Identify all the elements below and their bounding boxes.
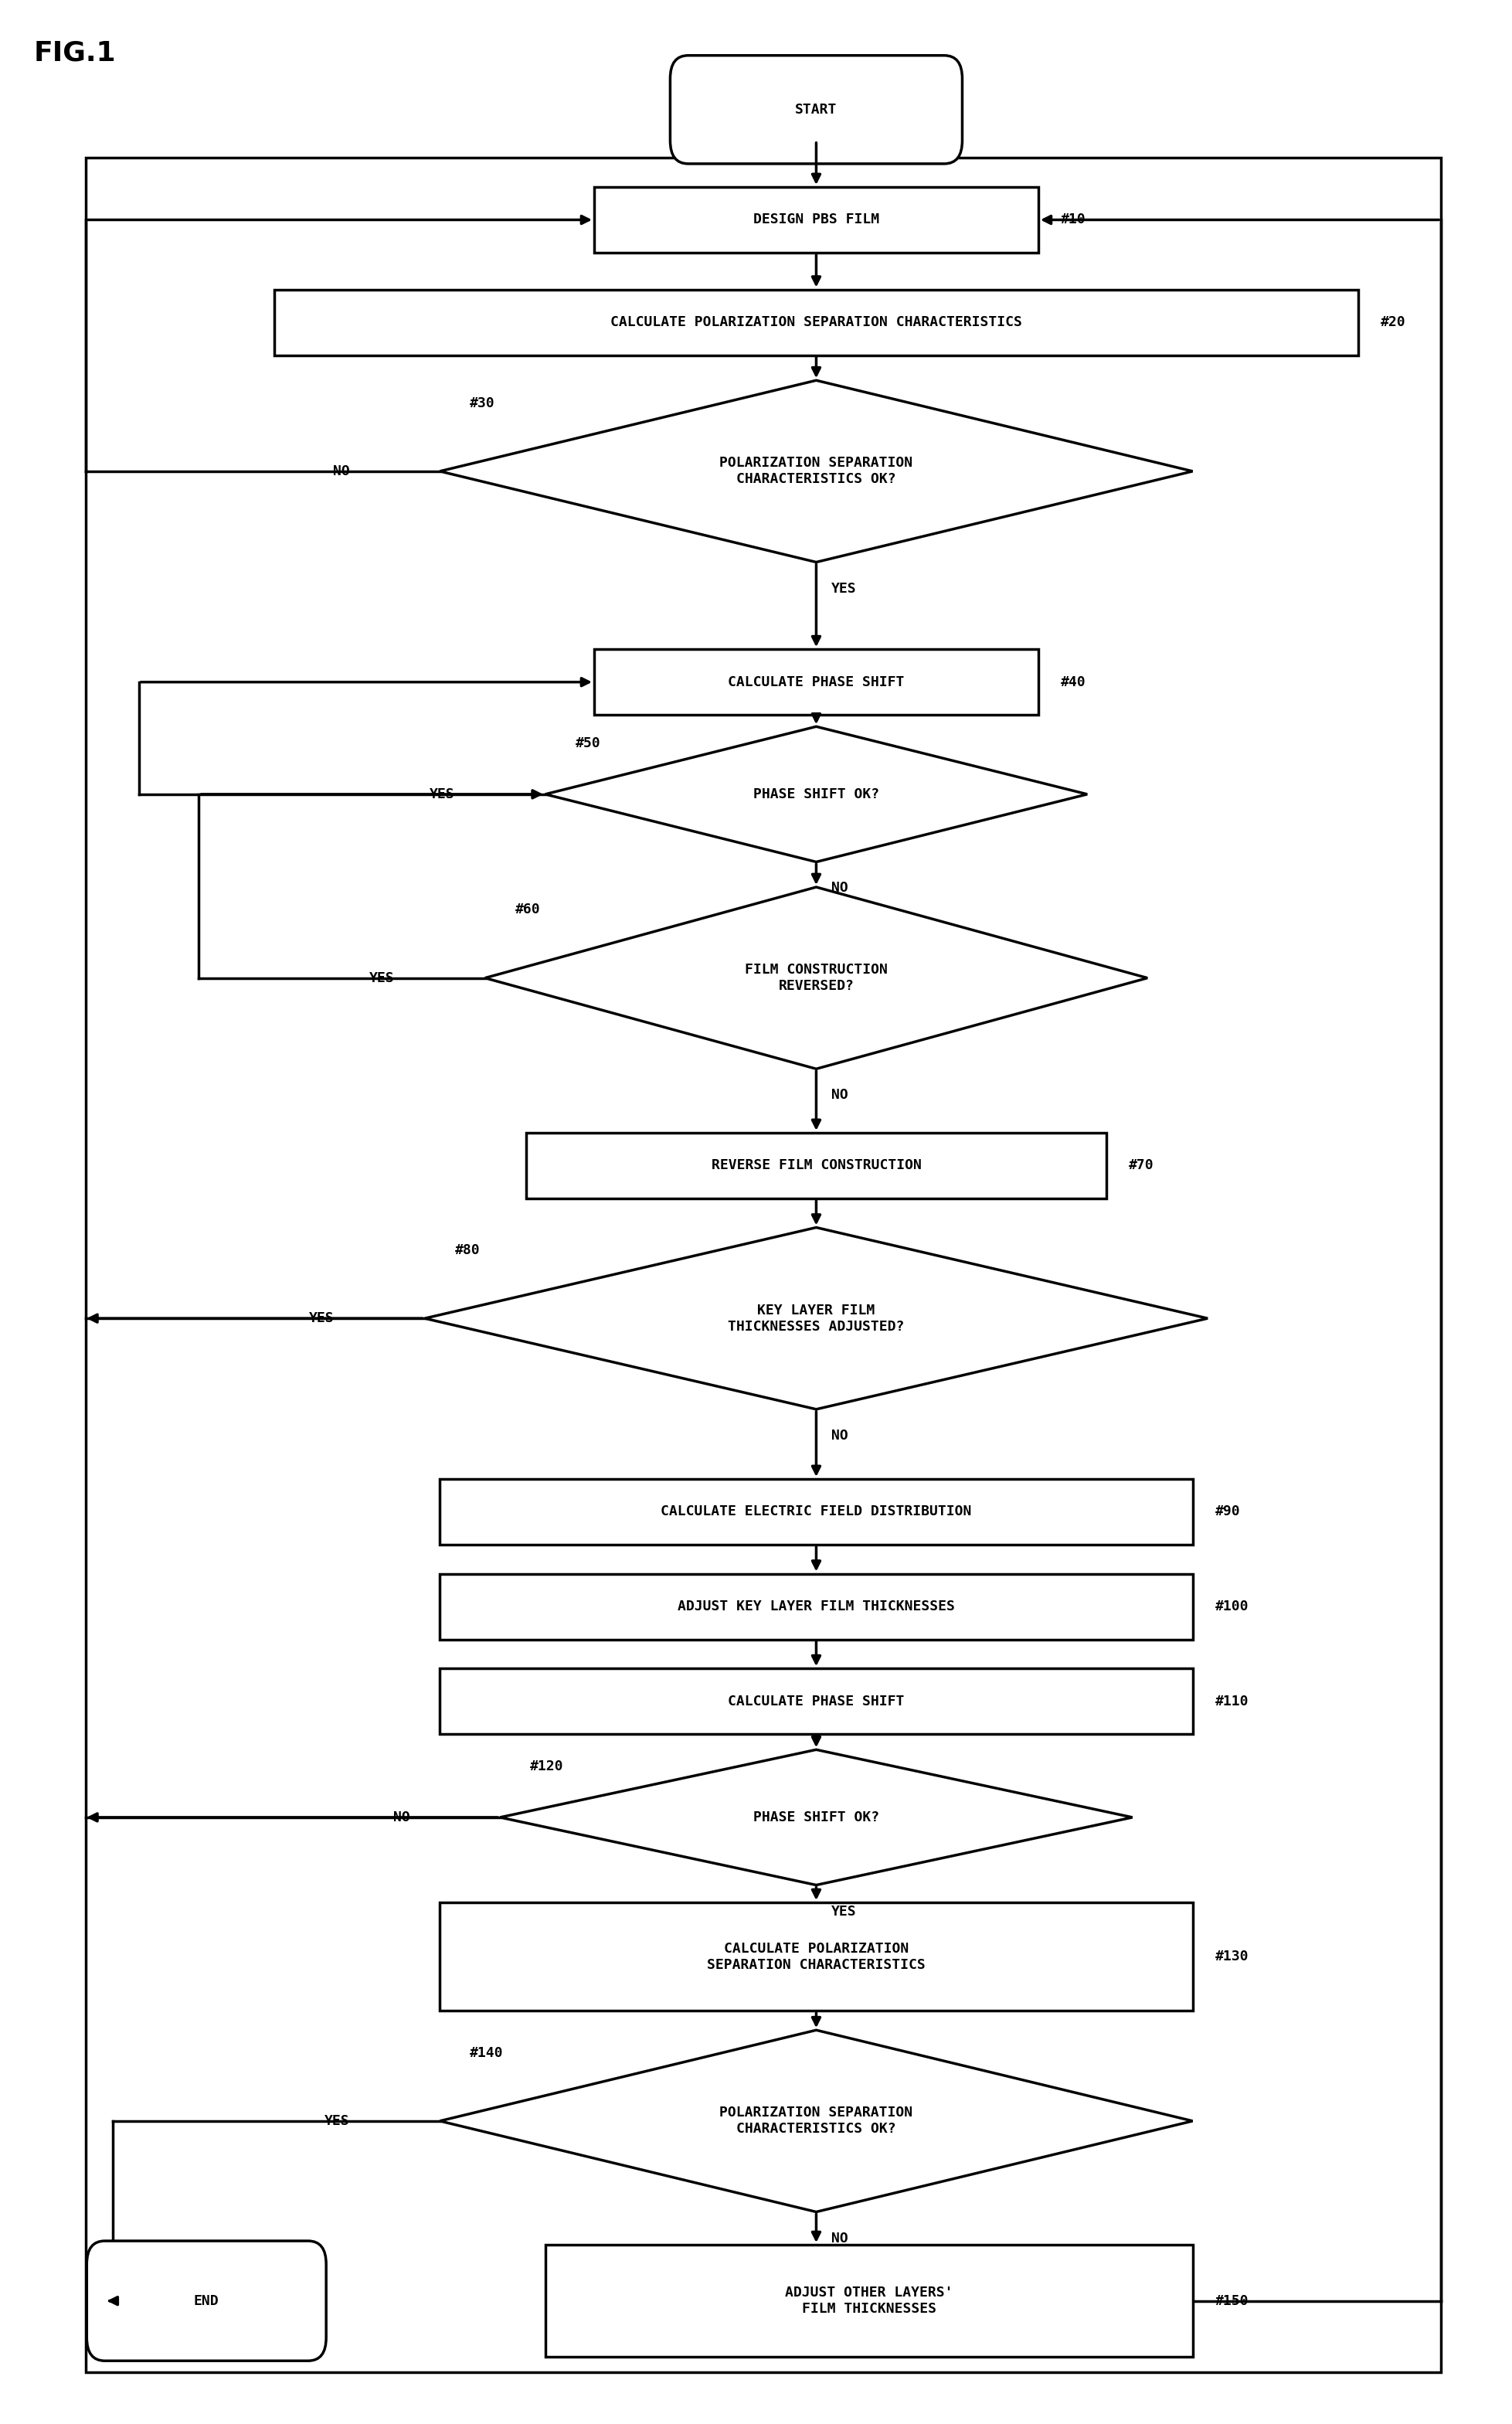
Text: YES: YES [832, 582, 856, 596]
Text: #20: #20 [1380, 315, 1406, 330]
FancyBboxPatch shape [670, 56, 962, 165]
Polygon shape [425, 1227, 1208, 1408]
Text: NO: NO [393, 1811, 410, 1825]
Text: NO: NO [832, 2230, 848, 2245]
Text: START: START [795, 102, 838, 116]
Text: ADJUST KEY LAYER FILM THICKNESSES: ADJUST KEY LAYER FILM THICKNESSES [677, 1600, 956, 1614]
Text: DESIGN PBS FILM: DESIGN PBS FILM [753, 213, 880, 228]
Text: NO: NO [832, 882, 848, 894]
Text: PHASE SHIFT OK?: PHASE SHIFT OK? [753, 788, 880, 802]
Text: YES: YES [324, 2114, 349, 2128]
Text: FIG.1: FIG.1 [33, 39, 116, 65]
FancyBboxPatch shape [86, 2240, 327, 2361]
Text: KEY LAYER FILM
THICKNESSES ADJUSTED?: KEY LAYER FILM THICKNESSES ADJUSTED? [727, 1304, 904, 1333]
Polygon shape [440, 2031, 1193, 2213]
Text: POLARIZATION SEPARATION
CHARACTERISTICS OK?: POLARIZATION SEPARATION CHARACTERISTICS … [720, 2106, 913, 2136]
Text: END: END [194, 2293, 219, 2308]
Text: NO: NO [832, 1428, 848, 1442]
Bar [440, 1903, 1193, 2012]
Text: NO: NO [832, 1088, 848, 1103]
Bar [526, 1132, 1107, 1197]
Text: #50: #50 [576, 737, 600, 751]
Text: ADJUST OTHER LAYERS'
FILM THICKNESSES: ADJUST OTHER LAYERS' FILM THICKNESSES [785, 2286, 953, 2315]
Polygon shape [500, 1750, 1132, 1886]
Text: #150: #150 [1216, 2293, 1249, 2308]
Bar [594, 187, 1039, 252]
Polygon shape [485, 887, 1148, 1069]
Polygon shape [546, 727, 1087, 863]
Text: CALCULATE POLARIZATION SEPARATION CHARACTERISTICS: CALCULATE POLARIZATION SEPARATION CHARAC… [611, 315, 1022, 330]
Text: CALCULATE PHASE SHIFT: CALCULATE PHASE SHIFT [727, 1694, 904, 1709]
Text: #130: #130 [1216, 1949, 1249, 1963]
Text: #80: #80 [455, 1244, 481, 1258]
Polygon shape [440, 381, 1193, 562]
Text: #120: #120 [531, 1760, 564, 1774]
Text: YES: YES [310, 1311, 334, 1326]
Bar [440, 1479, 1193, 1544]
Bar [546, 2245, 1193, 2356]
Text: CALCULATE POLARIZATION
SEPARATION CHARACTERISTICS: CALCULATE POLARIZATION SEPARATION CHARAC… [708, 1942, 925, 1971]
Text: #110: #110 [1216, 1694, 1249, 1709]
Text: #100: #100 [1216, 1600, 1249, 1614]
Text: #60: #60 [516, 902, 540, 916]
Text: #70: #70 [1128, 1159, 1154, 1173]
Text: PHASE SHIFT OK?: PHASE SHIFT OK? [753, 1811, 880, 1825]
Bar [440, 1668, 1193, 1733]
Text: #90: #90 [1216, 1505, 1240, 1520]
Text: CALCULATE PHASE SHIFT: CALCULATE PHASE SHIFT [727, 676, 904, 688]
Text: YES: YES [369, 972, 395, 984]
Text: #140: #140 [470, 2046, 503, 2060]
Text: REVERSE FILM CONSTRUCTION: REVERSE FILM CONSTRUCTION [711, 1159, 921, 1173]
Text: FILM CONSTRUCTION
REVERSED?: FILM CONSTRUCTION REVERSED? [745, 962, 888, 994]
Bar [274, 288, 1358, 356]
Text: YES: YES [832, 1905, 856, 1917]
Bar [86, 158, 1441, 2373]
Bar [440, 1573, 1193, 1639]
Text: POLARIZATION SEPARATION
CHARACTERISTICS OK?: POLARIZATION SEPARATION CHARACTERISTICS … [720, 456, 913, 487]
Text: #10: #10 [1061, 213, 1086, 228]
Text: YES: YES [429, 788, 455, 802]
Text: NO: NO [333, 465, 349, 478]
Text: #40: #40 [1061, 676, 1086, 688]
Text: CALCULATE ELECTRIC FIELD DISTRIBUTION: CALCULATE ELECTRIC FIELD DISTRIBUTION [661, 1505, 972, 1520]
Bar [594, 650, 1039, 715]
Text: #30: #30 [470, 395, 494, 410]
